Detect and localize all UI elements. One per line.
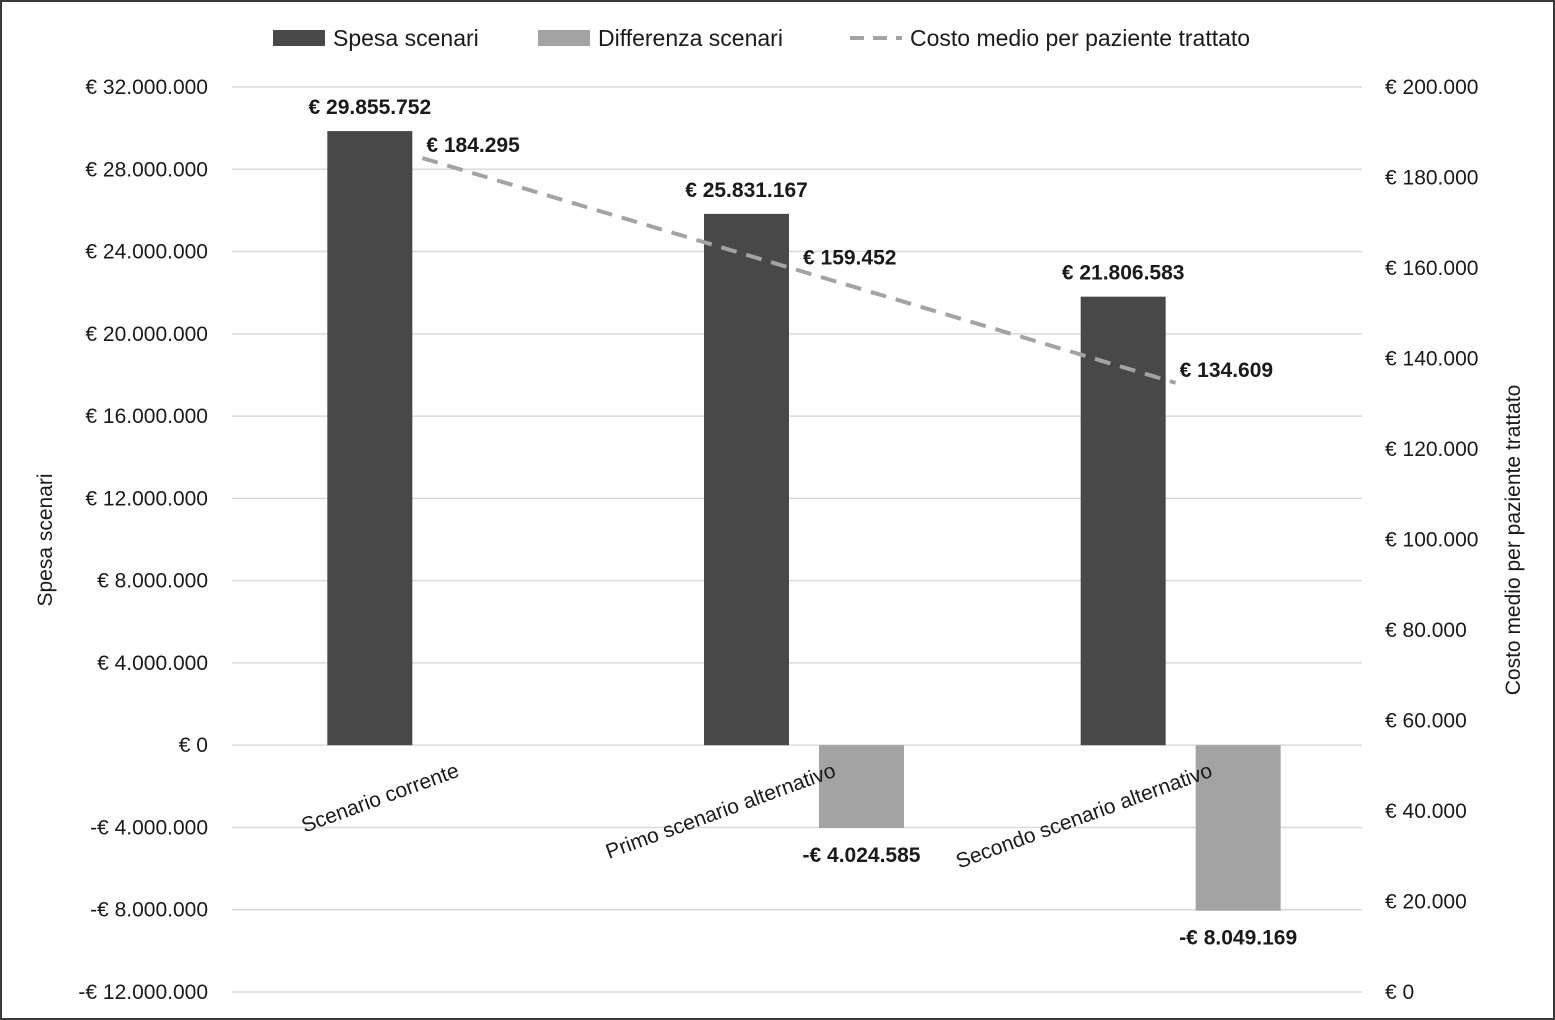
y-tick-label-left: -€ 8.000.000 xyxy=(90,899,208,922)
label-costo-medio: € 134.609 xyxy=(1180,359,1273,382)
label-differenza-scenari: -€ 8.049.169 xyxy=(1179,927,1297,950)
y-tick-label-right: € 20.000 xyxy=(1385,891,1467,914)
label-costo-medio: € 159.452 xyxy=(803,246,896,269)
y-tick-label-left: € 32.000.000 xyxy=(85,76,208,99)
bar-spesa-scenari xyxy=(704,213,789,746)
y-tick-label-right: € 180.000 xyxy=(1385,167,1478,190)
y-tick-label-right: € 100.000 xyxy=(1385,529,1478,552)
y-tick-label-right: € 120.000 xyxy=(1385,438,1478,461)
legend-label-costo: Costo medio per paziente trattato xyxy=(910,25,1250,51)
y-tick-label-right: € 140.000 xyxy=(1385,348,1478,371)
y-tick-label-right: € 200.000 xyxy=(1385,76,1478,99)
y-tick-label-right: € 80.000 xyxy=(1385,619,1467,642)
category-label: Secondo scenario alternativo xyxy=(953,759,1215,873)
y-tick-label-left: € 16.000.000 xyxy=(85,405,208,428)
y-tick-label-right: € 0 xyxy=(1385,981,1414,1004)
legend: Spesa scenari Differenza scenari Costo m… xyxy=(273,25,1250,51)
y-tick-label-left: € 4.000.000 xyxy=(97,652,208,675)
avg-cost-line xyxy=(421,156,1177,385)
legend-label-differenza: Differenza scenari xyxy=(598,25,783,51)
label-spesa-scenari: € 21.806.583 xyxy=(1062,262,1185,285)
label-differenza-scenari: -€ 4.024.585 xyxy=(803,844,921,867)
bar-spesa-scenari xyxy=(1080,296,1166,746)
bars xyxy=(327,131,1281,911)
gridlines xyxy=(232,86,1362,993)
y-tick-label-left: € 12.000.000 xyxy=(85,487,208,510)
legend-swatch-spesa xyxy=(273,30,325,46)
category-label: Scenario corrente xyxy=(298,759,462,837)
label-spesa-scenari: € 25.831.167 xyxy=(685,179,808,202)
y-axis-title-left: Spesa scenari xyxy=(34,473,57,606)
y-axis-title-right: Costo medio per paziente trattato xyxy=(1502,385,1525,696)
y-tick-label-left: € 20.000.000 xyxy=(85,323,208,346)
y-tick-label-left: € 0 xyxy=(179,734,208,757)
bar-differenza-scenari xyxy=(819,745,904,828)
label-costo-medio: € 184.295 xyxy=(426,134,520,157)
y-tick-label-right: € 160.000 xyxy=(1385,257,1478,280)
legend-label-spesa: Spesa scenari xyxy=(333,25,479,51)
y-tick-label-left: € 28.000.000 xyxy=(85,158,208,181)
label-spesa-scenari: € 29.855.752 xyxy=(309,96,432,119)
line-costo-medio xyxy=(421,156,1177,385)
bar-differenza-scenari xyxy=(1195,745,1281,911)
y-tick-label-left: -€ 4.000.000 xyxy=(90,816,208,839)
y-tick-label-left: € 8.000.000 xyxy=(97,570,208,593)
y-tick-label-right: € 40.000 xyxy=(1385,800,1467,823)
legend-swatch-differenza xyxy=(538,30,590,46)
y-tick-label-left: -€ 12.000.000 xyxy=(78,981,208,1004)
bar-spesa-scenari xyxy=(327,131,413,746)
y-tick-label-right: € 60.000 xyxy=(1385,710,1467,733)
data-labels: € 29.855.752 € 25.831.167 -€ 4.024.585 € 21… xyxy=(309,96,1298,950)
y-tick-label-left: € 24.000.000 xyxy=(85,241,208,264)
